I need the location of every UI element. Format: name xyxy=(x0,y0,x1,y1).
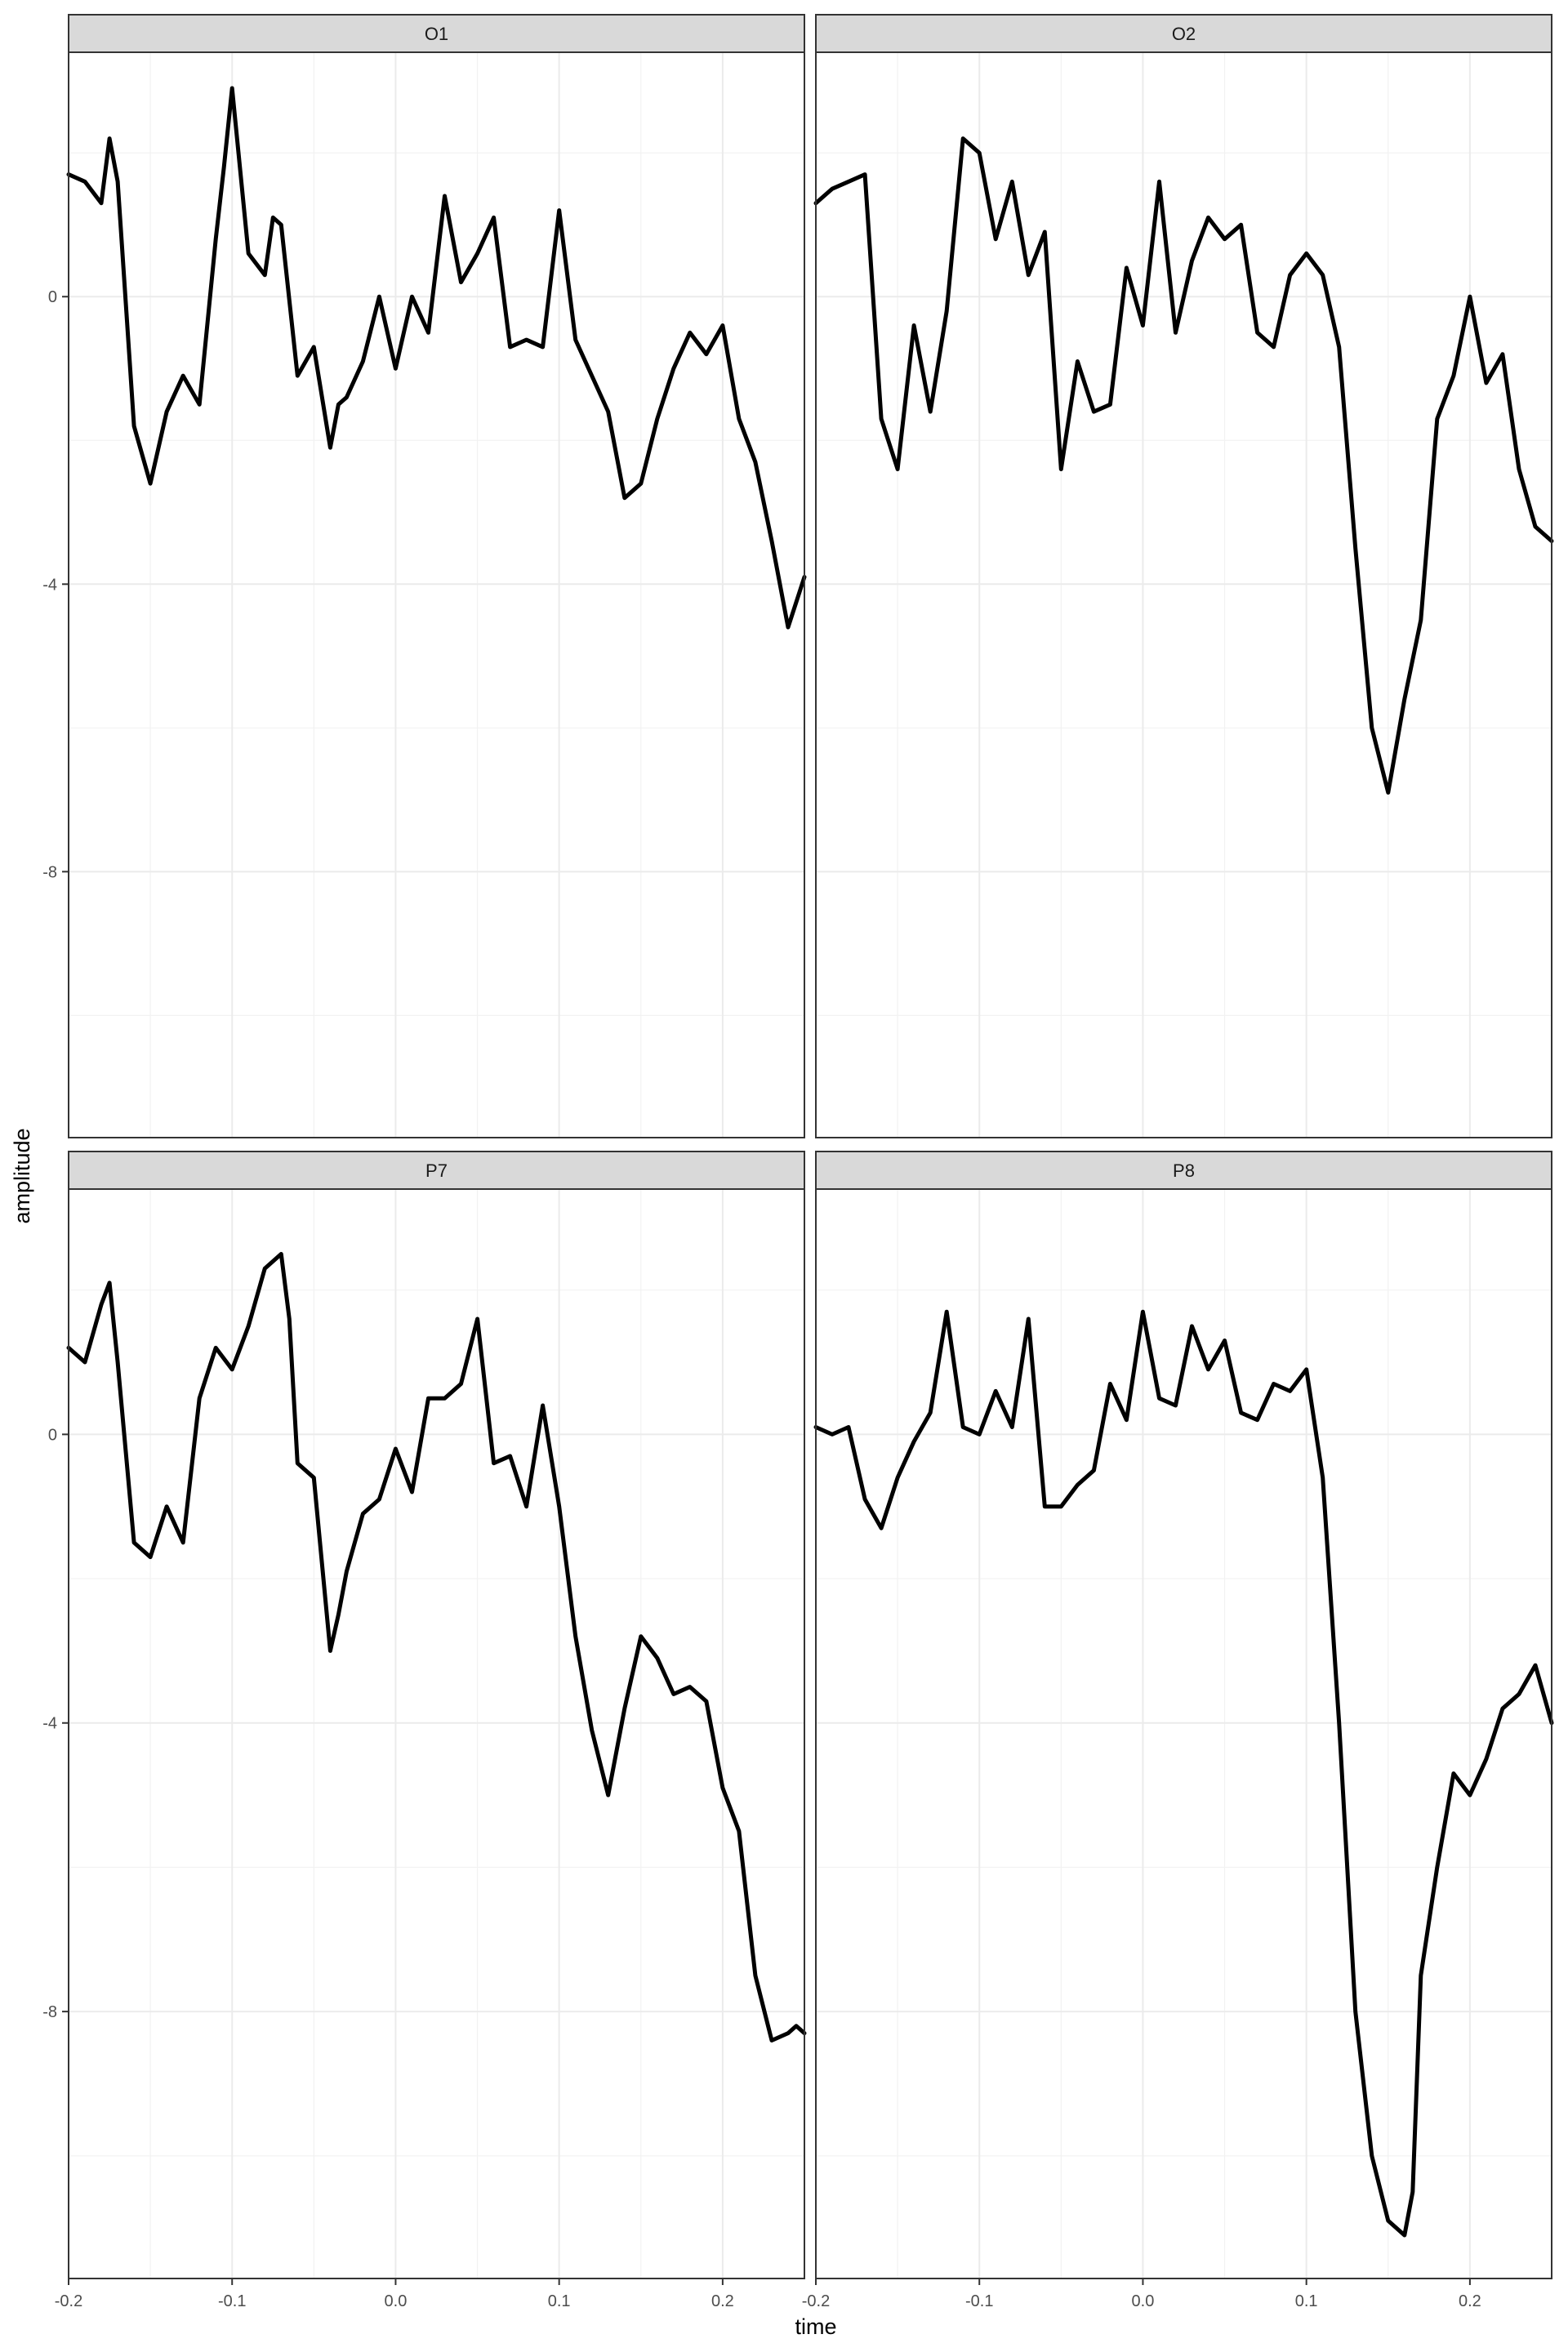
x-tick-label: 0.0 xyxy=(1132,2292,1155,2310)
x-tick-label: 0.1 xyxy=(1295,2292,1318,2310)
strip-label: P8 xyxy=(1173,1160,1195,1181)
y-tick-label: -4 xyxy=(42,1715,57,1733)
series-line-O2 xyxy=(813,136,1554,795)
panel-background xyxy=(816,52,1552,1138)
y-axis-title: amplitude xyxy=(10,1128,34,1223)
strip-label: O2 xyxy=(1172,24,1196,44)
panel-O2: O2 xyxy=(813,14,1554,1138)
panel-background xyxy=(69,1189,804,2278)
x-tick-label: -0.2 xyxy=(802,2292,830,2310)
x-tick-label: 0.2 xyxy=(1459,2292,1481,2310)
strip-background xyxy=(815,14,1552,53)
y-tick-label: -4 xyxy=(42,576,57,594)
panel-P7: P7 xyxy=(66,1151,807,2279)
y-tick-label: 0 xyxy=(48,288,57,306)
strip-background xyxy=(815,1151,1552,1190)
panel-background xyxy=(69,52,804,1138)
x-axis-title: time xyxy=(795,2314,836,2339)
panel-P8: P8 xyxy=(813,1151,1554,2279)
x-tick-label: -0.1 xyxy=(965,2292,993,2310)
panel-background xyxy=(816,1189,1552,2278)
x-tick-label: -0.2 xyxy=(55,2292,82,2310)
strip-label: O1 xyxy=(425,24,448,44)
y-tick-label: -8 xyxy=(42,863,57,881)
series-line-P8 xyxy=(813,1309,1554,2238)
strip-background xyxy=(68,1151,805,1190)
y-tick-label: 0 xyxy=(48,1426,57,1444)
x-tick-label: 0.1 xyxy=(548,2292,571,2310)
series-line-P7 xyxy=(66,1252,807,2042)
x-tick-label: 0.0 xyxy=(385,2292,408,2310)
strip-background xyxy=(68,14,805,53)
y-tick-label: -8 xyxy=(42,2003,57,2021)
series-line-O1 xyxy=(66,86,807,630)
strip-label: P7 xyxy=(425,1160,448,1181)
x-tick-label: 0.2 xyxy=(711,2292,734,2310)
x-tick-label: -0.1 xyxy=(218,2292,246,2310)
panel-O1: O1 xyxy=(66,14,807,1138)
